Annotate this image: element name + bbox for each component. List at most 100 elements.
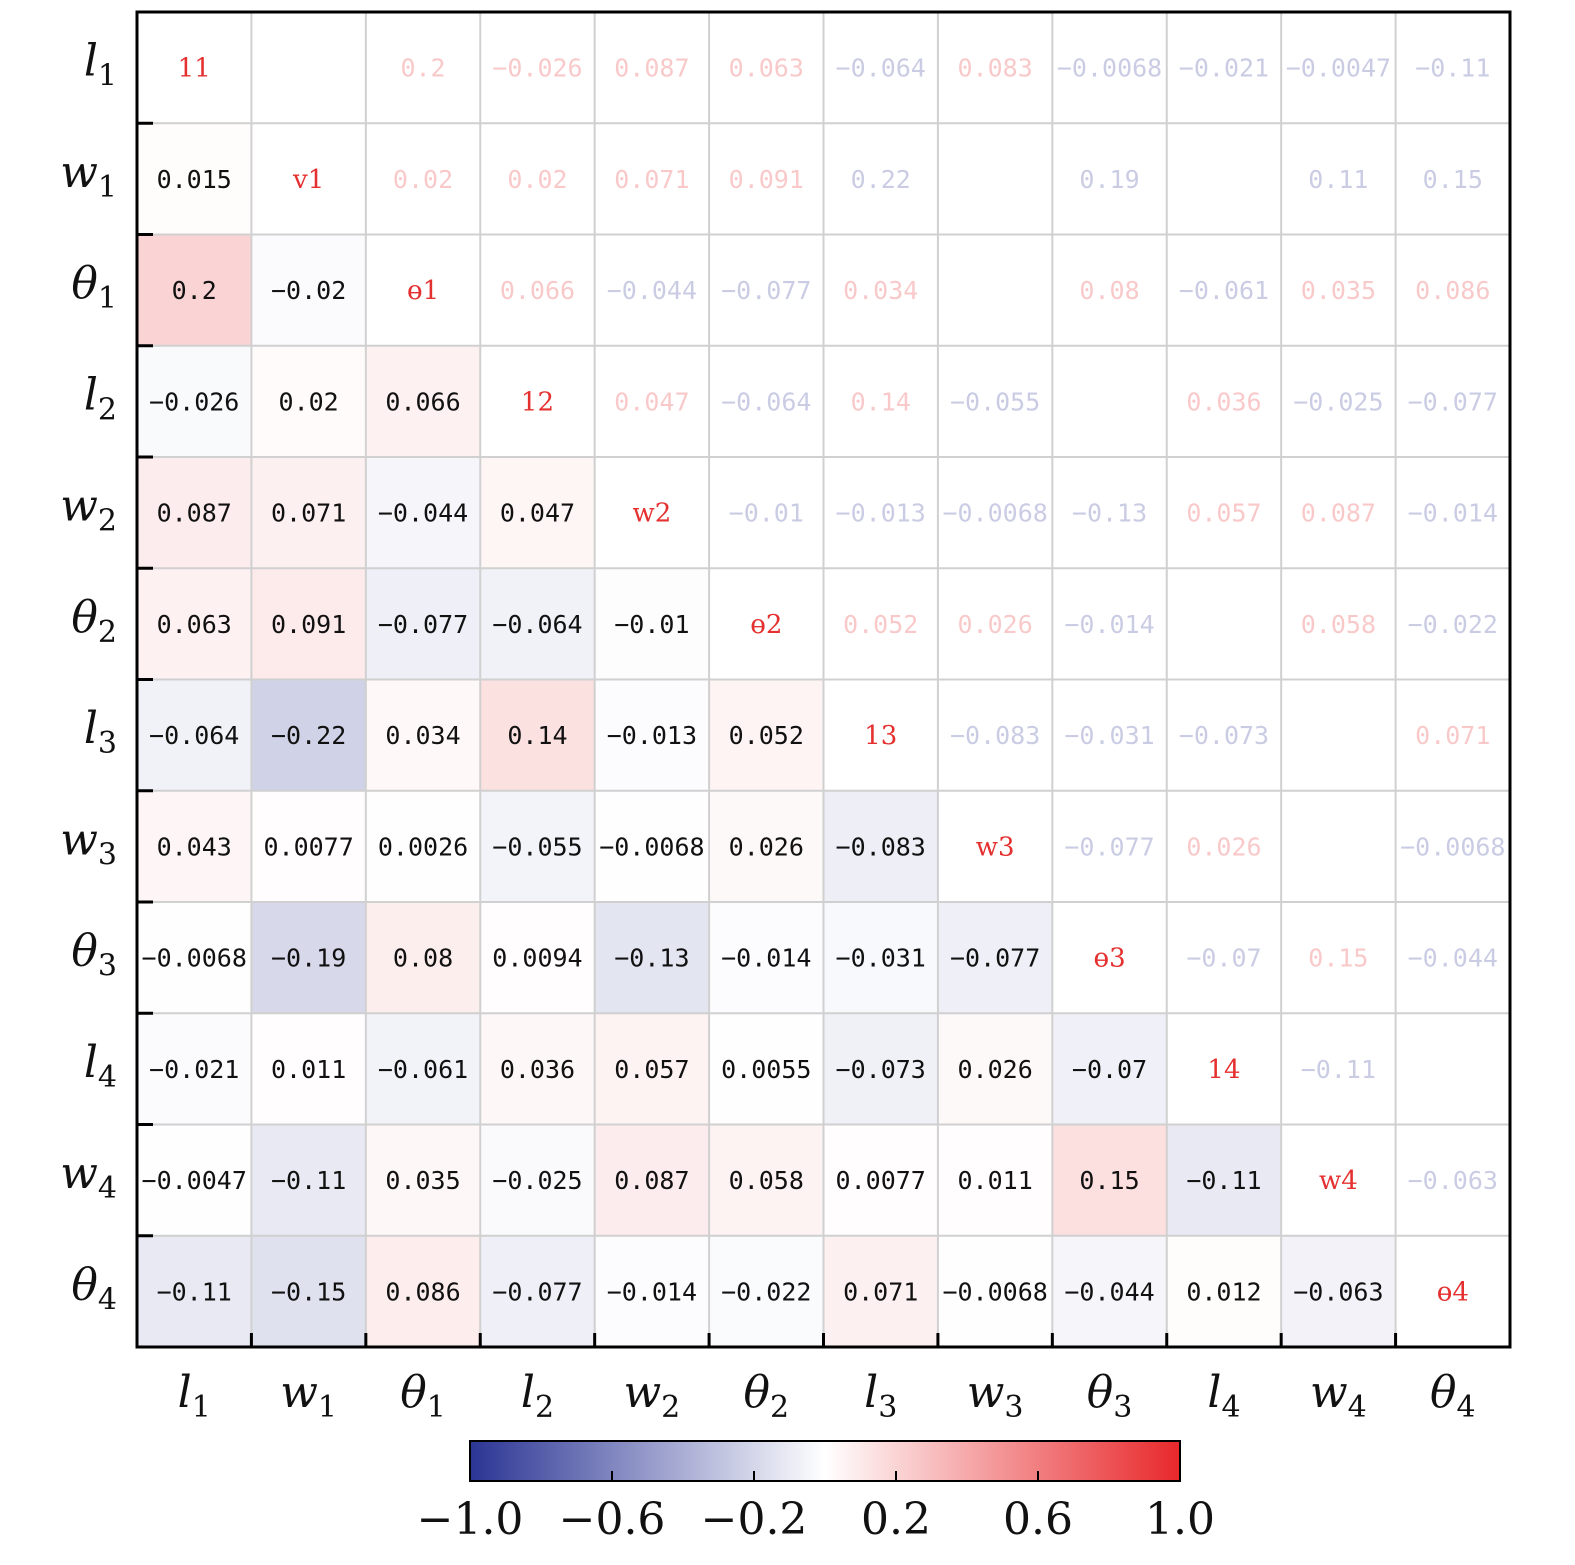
cell-value-label: 0.011 <box>957 1166 1032 1195</box>
y-tick-label: l3 <box>84 703 117 761</box>
diagonal-label: ɵ4 <box>1437 1277 1469 1307</box>
x-axis-tick-labels: l1 w1 θ1 l2 w2 θ2 l3 w3 θ3 l4 w4 θ4 <box>178 1367 1476 1425</box>
heatmap-cell <box>137 234 252 346</box>
heatmap-cell <box>137 457 252 569</box>
cell-value-label: −0.031 <box>836 944 926 973</box>
upper-cell-value-label: 0.057 <box>1186 499 1261 528</box>
heatmap-cell <box>365 568 481 680</box>
colorbar-tick-label: 0.6 <box>1003 1494 1073 1545</box>
heatmap-cell <box>823 1013 938 1125</box>
heatmap-cell <box>594 1124 710 1236</box>
cell-value-label: 0.08 <box>393 944 453 973</box>
upper-cell-value-label: −0.13 <box>1072 499 1147 528</box>
heatmap-cell <box>365 902 481 1014</box>
upper-cell-value-label: −0.063 <box>1408 1166 1498 1195</box>
heatmap-cell <box>365 790 481 902</box>
cell-value-label: 0.015 <box>157 165 232 194</box>
heatmap-cell <box>709 1124 824 1236</box>
cell-value-label: −0.0068 <box>599 832 704 861</box>
heatmap-cell <box>251 234 366 346</box>
cell-value-label: −0.083 <box>836 832 926 861</box>
heatmap-cell <box>480 1235 595 1347</box>
cell-value-label: 0.034 <box>385 721 460 750</box>
upper-cell-value-label: −0.021 <box>1179 54 1269 83</box>
cell-value-label: −0.11 <box>1186 1166 1261 1195</box>
cell-value-label: −0.077 <box>950 944 1040 973</box>
heatmap-cell <box>251 1124 366 1236</box>
upper-cell-value-label: 0.036 <box>1186 387 1261 416</box>
cell-value-label: 0.011 <box>271 1055 346 1084</box>
heatmap-cell <box>709 1013 824 1125</box>
upper-cell-value-label: −0.064 <box>836 54 926 83</box>
heatmap-cell <box>365 1013 481 1125</box>
cell-value-label: −0.15 <box>271 1277 346 1306</box>
y-tick-label: θ4 <box>71 1259 117 1317</box>
cell-value-label: −0.044 <box>1064 1277 1154 1306</box>
heatmap-cells <box>137 123 1396 1347</box>
cell-value-label: −0.061 <box>378 1055 468 1084</box>
cell-value-label: 0.057 <box>614 1055 689 1084</box>
x-tick-label: w1 <box>280 1367 337 1425</box>
heatmap-cell <box>1281 1235 1396 1347</box>
diagonal-label: 11 <box>178 54 211 84</box>
upper-cell-value-label: 0.087 <box>614 54 689 83</box>
heatmap-cell <box>480 679 595 791</box>
heatmap-cell <box>251 679 366 791</box>
heatmap-cell <box>251 568 366 680</box>
upper-cell-value-label: −0.11 <box>1301 1055 1376 1084</box>
x-tick-label: θ1 <box>400 1367 446 1425</box>
x-tick-label: θ4 <box>1430 1367 1476 1425</box>
cell-value-label: 0.087 <box>614 1166 689 1195</box>
upper-cell-value-label: −0.044 <box>607 276 697 305</box>
cell-value-label: 0.0055 <box>721 1055 811 1084</box>
y-tick-label: w3 <box>60 814 117 872</box>
diagonal-label: ɵ2 <box>750 610 782 640</box>
cell-value-label: 0.14 <box>507 721 567 750</box>
colorbar-tick-label: −1.0 <box>417 1494 524 1545</box>
cell-value-label: −0.064 <box>492 610 582 639</box>
y-tick-label: l1 <box>84 36 117 94</box>
cell-value-label: 0.052 <box>729 721 804 750</box>
colorbar-ticks: −1.0 −0.6 −0.2 0.2 0.6 1.0 <box>417 1471 1215 1545</box>
y-tick-label: w2 <box>60 481 117 539</box>
upper-cell-value-label: −0.077 <box>1064 832 1154 861</box>
cell-value-label: −0.073 <box>836 1055 926 1084</box>
heatmap-cell <box>709 679 824 791</box>
cell-value-label: 0.026 <box>957 1055 1032 1084</box>
cell-value-label: 0.15 <box>1079 1166 1139 1195</box>
heatmap-cell <box>365 457 481 569</box>
upper-cell-value-label: 0.02 <box>507 165 567 194</box>
cell-value-label: 0.2 <box>172 276 217 305</box>
y-tick-label: w1 <box>60 147 117 205</box>
cell-value-label: −0.025 <box>492 1166 582 1195</box>
cell-value-label: −0.11 <box>157 1277 232 1306</box>
cell-value-label: −0.021 <box>149 1055 239 1084</box>
heatmap-cell <box>251 1013 366 1125</box>
cell-value-label: −0.02 <box>271 276 346 305</box>
y-axis-tick-labels: l1 w1 θ1 l2 w2 θ2 l3 w3 θ3 l4 w4 θ4 <box>60 36 117 1318</box>
upper-cell-value-label: 0.15 <box>1423 165 1483 194</box>
cell-value-label: −0.026 <box>149 387 239 416</box>
upper-cell-value-label: 0.091 <box>729 165 804 194</box>
cell-value-label: −0.11 <box>271 1166 346 1195</box>
colorbar: −1.0 −0.6 −0.2 0.2 0.6 1.0 <box>417 1440 1215 1545</box>
diagonal-label: w2 <box>632 499 671 529</box>
upper-cell-value-label: 0.08 <box>1079 276 1139 305</box>
heatmap-cell <box>1166 1124 1282 1236</box>
heatmap-cell <box>137 1235 252 1347</box>
diagonal-label: ɵ1 <box>407 276 439 306</box>
heatmap-cell <box>937 1013 1053 1125</box>
cell-value-label: −0.044 <box>378 499 468 528</box>
upper-cell-value-label: 0.086 <box>1415 276 1490 305</box>
heatmap-cell <box>137 790 252 902</box>
heatmap-cell <box>251 457 366 569</box>
upper-cell-value-label: −0.025 <box>1293 387 1383 416</box>
upper-cell-value-label: −0.077 <box>1408 387 1498 416</box>
cell-value-label: 0.0077 <box>836 1166 926 1195</box>
heatmap-cell <box>137 568 252 680</box>
cell-value-label: 0.02 <box>279 387 339 416</box>
x-tick-label: w4 <box>1310 1367 1367 1425</box>
heatmap-cell <box>480 790 595 902</box>
diagonal-label: 13 <box>864 721 897 751</box>
heatmap-cell <box>251 902 366 1014</box>
